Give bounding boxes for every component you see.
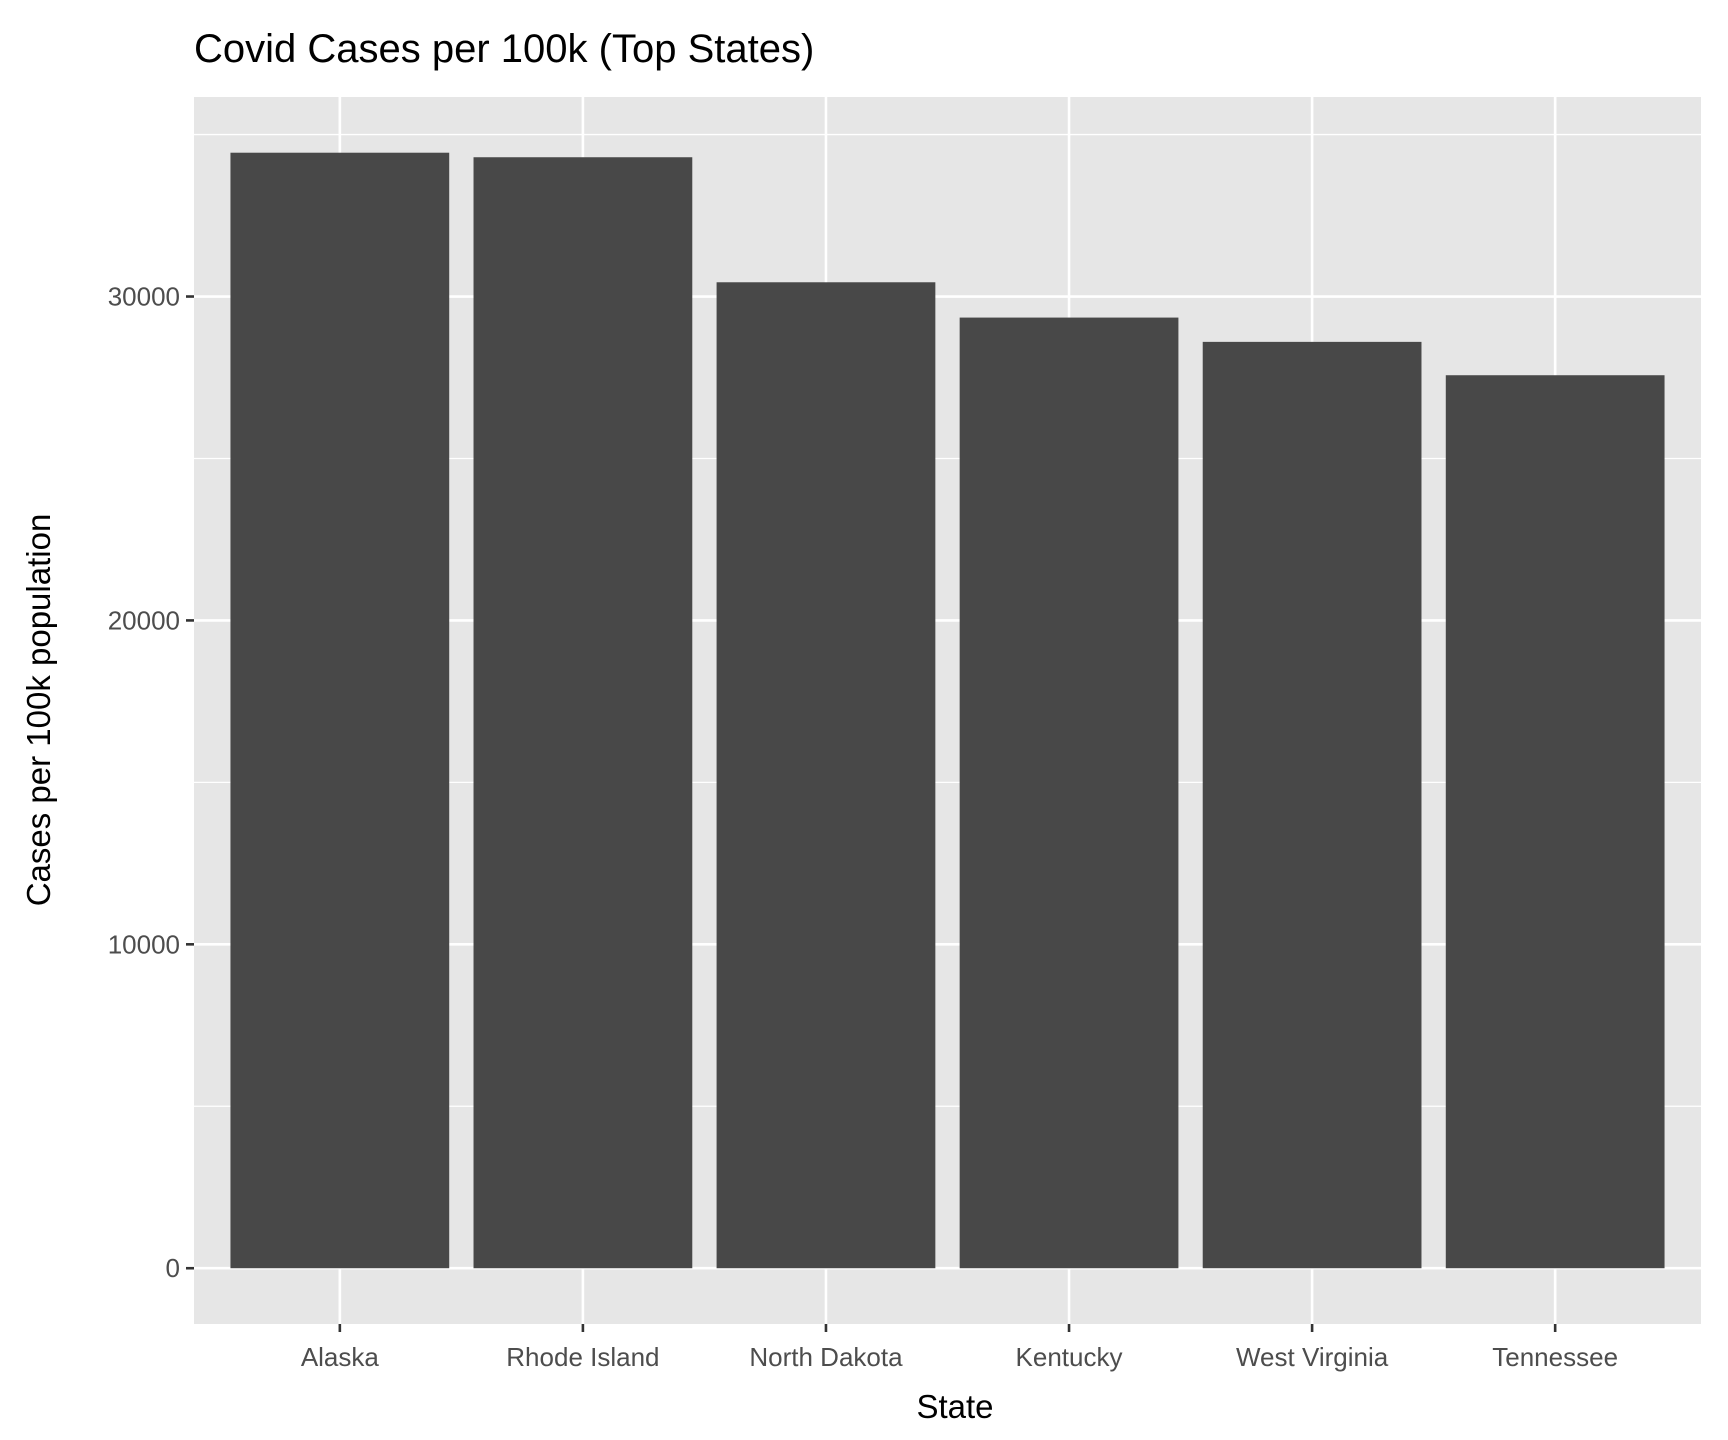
- x-tick-label: Tennessee: [1492, 1342, 1618, 1372]
- x-axis-title: State: [916, 1388, 993, 1425]
- x-tick-label: West Virginia: [1236, 1342, 1389, 1372]
- y-tick-label: 20000: [108, 605, 180, 635]
- y-tick-label: 10000: [108, 929, 180, 959]
- x-tick-label: North Dakota: [749, 1342, 903, 1372]
- bar-west-virginia: [1202, 341, 1422, 1269]
- bar-rhode-island: [473, 157, 693, 1269]
- bar-north-dakota: [716, 282, 936, 1269]
- bar-alaska: [230, 152, 450, 1269]
- y-axis-title: Cases per 100k population: [20, 514, 57, 907]
- chart-title: Covid Cases per 100k (Top States): [194, 27, 814, 71]
- x-tick-label: Rhode Island: [506, 1342, 659, 1372]
- y-tick-label: 0: [166, 1253, 180, 1283]
- x-tick-label: Kentucky: [1016, 1342, 1123, 1372]
- bar-tennessee: [1445, 375, 1665, 1269]
- y-tick-label: 30000: [108, 282, 180, 312]
- bar-kentucky: [959, 317, 1179, 1269]
- x-tick-label: Alaska: [301, 1342, 380, 1372]
